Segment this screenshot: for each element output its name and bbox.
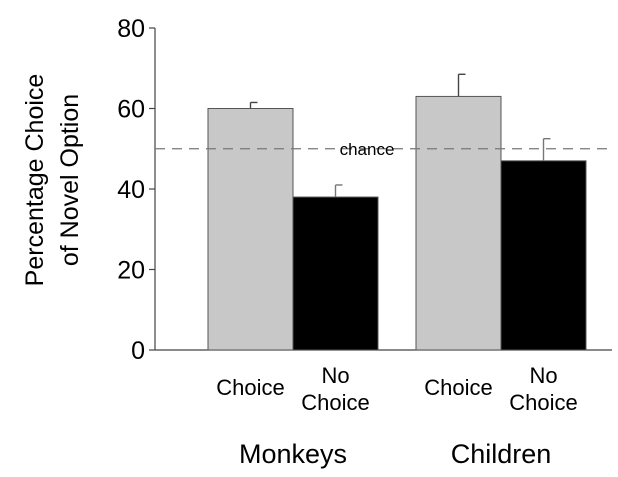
bar [500, 160, 587, 351]
bar-category-label: Choice [509, 390, 577, 415]
bar [207, 108, 294, 351]
y-axis-label: of Novel Option [56, 94, 84, 266]
bar [415, 95, 502, 351]
y-tick-label: 40 [117, 176, 145, 204]
bar-category-label: No [529, 363, 557, 388]
y-tick-label: 0 [131, 337, 145, 365]
group-label: Children [451, 439, 552, 469]
bar-category-label: Choice [301, 390, 369, 415]
y-axis-label: Percentage Choice [21, 74, 49, 287]
bar-category-label: Choice [424, 375, 492, 400]
group-label: Monkeys [239, 439, 347, 469]
bar-category-label: Choice [216, 375, 284, 400]
y-tick-label: 80 [117, 15, 145, 43]
bar-category-label: No [321, 363, 349, 388]
y-tick-label: 60 [117, 96, 145, 124]
chance-label: chance [340, 140, 395, 159]
bar [292, 196, 379, 351]
y-tick-label: 20 [117, 257, 145, 285]
